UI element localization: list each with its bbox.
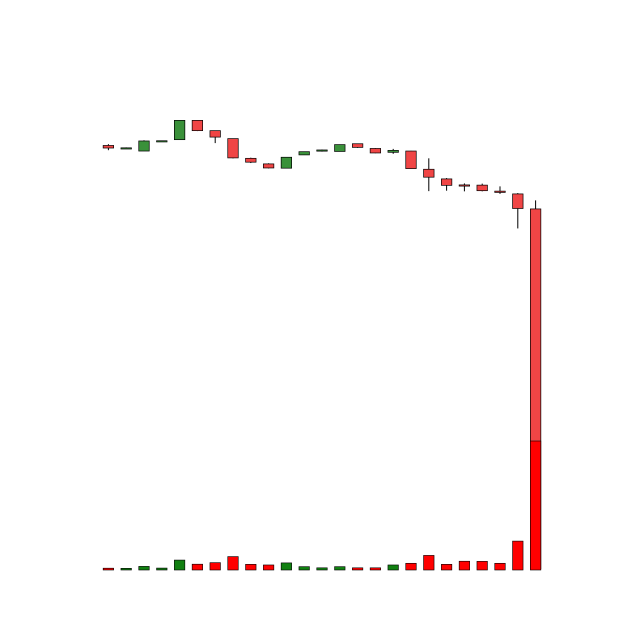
candle [334,144,346,152]
volume-bar [245,564,257,571]
candle-body [423,168,435,178]
volume-bar [280,562,292,571]
volume-bar [298,566,310,571]
candle [209,130,221,144]
volume-bar [174,559,186,571]
candle [227,138,239,159]
candle-body [280,156,292,169]
candle [458,183,470,192]
candle-body [387,150,399,153]
volume-bar [227,556,239,571]
volume-bar [120,568,132,571]
candle [423,158,435,192]
volume-bar [263,564,275,571]
candle [352,143,364,148]
volume-bar [458,560,470,571]
volume-bar [156,567,168,571]
volume-bar [387,564,399,571]
candle [369,148,381,154]
candle [476,183,488,192]
candle [191,120,203,132]
candle-body [476,184,488,192]
volume-bar [209,562,221,571]
candle-body [263,163,275,169]
candle-body [102,145,115,149]
candle-body [138,140,150,152]
candle [512,193,524,229]
candle [120,147,132,150]
candle-body [369,148,381,154]
candle-body [458,184,470,187]
volume-bars [102,440,542,571]
volume-bar [512,540,524,571]
candle-body [191,120,203,132]
volume-bar [476,561,488,571]
volume-bar [530,440,542,571]
volume-bar [102,567,114,571]
candle-body [441,178,453,186]
volume-bar [405,562,417,571]
candle [441,178,453,191]
candle-body [120,147,132,150]
volume-bar [191,563,203,571]
candle-body [245,157,257,163]
candle-body [174,120,186,141]
candle-body [209,130,221,138]
candle-body [334,144,346,152]
volume-bar [334,566,346,571]
volume-bar [369,567,381,571]
candle-body [352,143,364,148]
candle-body [156,140,168,143]
candle [405,150,417,169]
volume-bar [316,567,328,571]
candle [102,144,115,151]
candle [494,186,506,194]
candle [298,151,310,156]
volume-bar [494,562,506,571]
candle [245,157,257,164]
candle [280,156,292,169]
volume-bar [423,555,435,571]
candle [316,149,328,152]
price-candles [102,120,542,570]
candle [138,140,150,152]
candle-body [405,150,417,169]
candle-body [298,151,310,156]
candle-body [316,149,328,152]
candle [174,120,186,141]
candle-body [494,190,506,193]
volume-bar [441,564,453,571]
candle [156,140,168,143]
volume-bar [138,566,150,571]
candle-body [227,138,239,159]
volume-bar [352,567,364,571]
candle [387,148,399,154]
candle-body [512,193,524,209]
candle [263,163,275,169]
